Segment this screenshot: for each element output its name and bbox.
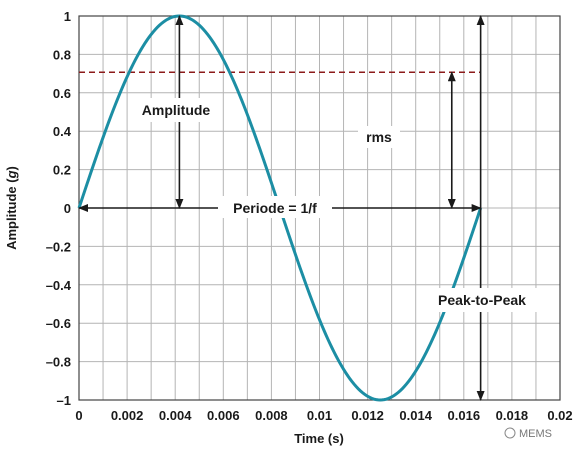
y-tick-label: –0.8: [46, 355, 71, 370]
x-tick-label: 0.01: [307, 408, 332, 423]
x-tick-label: 0.016: [448, 408, 481, 423]
y-tick-label: –0.4: [46, 278, 72, 293]
x-tick-label: 0.014: [399, 408, 432, 423]
y-tick-label: 0.4: [53, 124, 72, 139]
y-axis-title: Amplitude (g): [4, 166, 19, 250]
y-tick-label: 1: [64, 9, 71, 24]
y-tick-label: –0.6: [46, 316, 71, 331]
y-tick-label: 0.6: [53, 86, 71, 101]
rms-label-bg: [358, 126, 400, 148]
y-tick-label: 0.2: [53, 163, 71, 178]
period-label: Periode = 1/f: [233, 200, 317, 216]
peak-to-peak-label: Peak-to-Peak: [438, 292, 526, 308]
period-label-bg: [218, 196, 332, 218]
x-tick-label: 0.02: [547, 408, 572, 423]
x-tick-labels: 0 0.002 0.004 0.006 0.008 0.01 0.012 0.014 0.016…: [75, 408, 572, 423]
y-tick-label: 0: [64, 201, 71, 216]
x-tick-label: 0.008: [255, 408, 288, 423]
watermark-text: MEMS: [519, 428, 552, 440]
y-tick-label: 0.8: [53, 47, 71, 62]
x-tick-label: 0.012: [351, 408, 384, 423]
amplitude-label-bg: [132, 98, 218, 122]
y-tick-labels: 1 0.8 0.6 0.4 0.2 0 –0.2 –0.4 –0.6 –0.8 –1: [46, 9, 72, 408]
y-tick-label: –0.2: [46, 239, 71, 254]
x-tick-label: 0.004: [159, 408, 192, 423]
y-tick-label: –1: [57, 393, 71, 408]
amplitude-label: Amplitude: [142, 102, 211, 118]
x-tick-label: 0.018: [496, 408, 529, 423]
x-tick-label: 0.002: [111, 408, 144, 423]
x-tick-label: 0: [75, 408, 82, 423]
x-tick-label: 0.006: [207, 408, 240, 423]
peak-to-peak-label-bg: [424, 288, 540, 312]
x-axis-title: Time (s): [294, 431, 344, 446]
chat-bubble-icon: [504, 427, 516, 439]
rms-label: rms: [366, 129, 392, 145]
watermark: MEMS: [504, 427, 552, 440]
